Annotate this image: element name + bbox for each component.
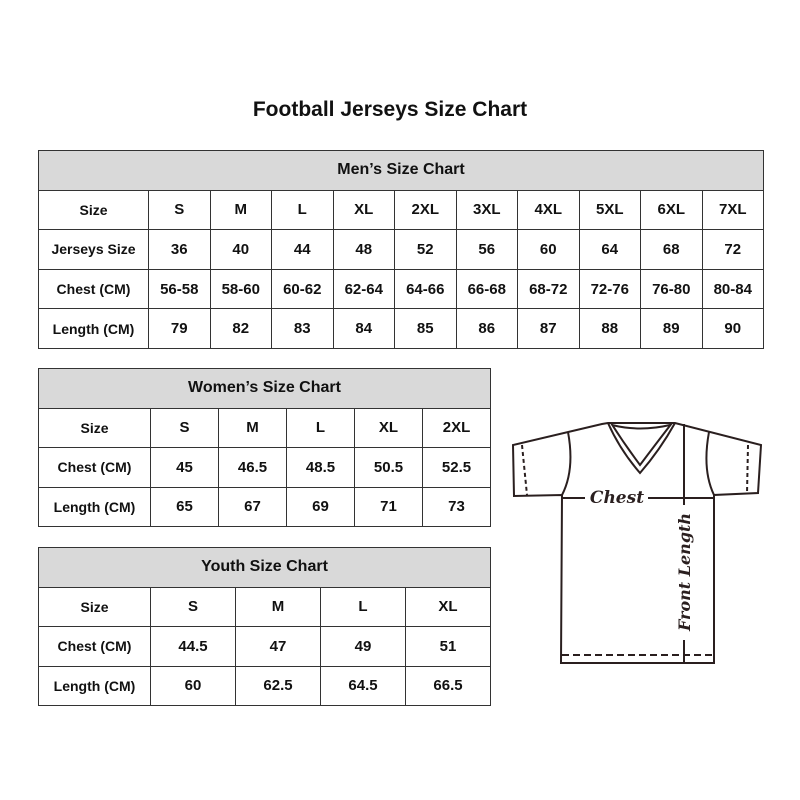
table-cell: 76-80: [640, 268, 703, 310]
table-cell: 65: [150, 486, 219, 527]
table-cell: 5XL: [578, 189, 641, 231]
youth-size-table: Youth Size Chart Size S M L XL Chest (CM) 44.5 4…: [38, 547, 491, 706]
table-cell: 2XL: [422, 407, 491, 448]
table-cell: XL: [332, 189, 395, 231]
page-title: Football Jerseys Size Chart: [252, 98, 528, 121]
table-cell: 66.5: [405, 665, 491, 706]
table-cell: 90: [701, 308, 764, 349]
table-cell: 40: [209, 229, 272, 270]
table-row: Length (CM) 79 82 83 84 85 86 87 88 89 90: [38, 308, 764, 349]
row-label: Chest (CM): [38, 447, 151, 488]
table-cell: 44: [271, 229, 334, 270]
chest-label: Chest: [590, 488, 644, 508]
table-cell: 36: [148, 229, 211, 270]
table-cell: 84: [332, 308, 395, 349]
table-cell: 88: [578, 308, 641, 349]
table-row: Size S M L XL 2XL 3XL 4XL 5XL 6XL 7XL: [38, 189, 764, 231]
row-label: Size: [38, 407, 151, 448]
table-cell: 56-58: [148, 268, 211, 310]
row-label: Size: [38, 189, 149, 231]
table-cell: 68-72: [517, 268, 580, 310]
table-cell: 50.5: [354, 447, 423, 488]
armholes: [561, 431, 715, 496]
table-cell: 67: [218, 486, 287, 527]
table-row: Length (CM) 60 62.5 64.5 66.5: [38, 665, 491, 706]
table-cell: 62.5: [235, 665, 321, 706]
table-cell: 80-84: [701, 268, 764, 310]
collar: [607, 422, 676, 475]
table-cell: 44.5: [150, 626, 236, 667]
women-size-table: Women’s Size Chart Size S M L XL 2XL Chest (CM)…: [38, 368, 491, 527]
table-cell: 87: [517, 308, 580, 349]
table-cell: 86: [455, 308, 518, 349]
table-cell: M: [218, 407, 287, 448]
table-row: Chest (CM) 45 46.5 48.5 50.5 52.5: [38, 447, 491, 488]
table-row: Length (CM) 65 67 69 71 73: [38, 486, 491, 527]
table-cell: 6XL: [640, 189, 703, 231]
table-cell: S: [150, 586, 236, 627]
table-cell: 62-64: [332, 268, 395, 310]
youth-table-title: Youth Size Chart: [38, 547, 491, 588]
table-cell: 68: [640, 229, 703, 270]
sleeve-hems: [521, 444, 749, 496]
table-cell: L: [320, 586, 406, 627]
table-cell: 45: [150, 447, 219, 488]
table-cell: 73: [422, 486, 491, 527]
table-cell: 66-68: [455, 268, 518, 310]
jersey-outline: [511, 422, 763, 664]
men-table-title: Men’s Size Chart: [38, 150, 764, 191]
table-cell: 85: [394, 308, 457, 349]
table-cell: 48: [332, 229, 395, 270]
table-cell: M: [235, 586, 321, 627]
row-label: Jerseys Size: [38, 229, 149, 270]
table-cell: 60-62: [271, 268, 334, 310]
row-label: Size: [38, 586, 151, 627]
table-cell: 52.5: [422, 447, 491, 488]
front-length-label: Front Length: [675, 513, 694, 632]
table-row: Size S M L XL 2XL: [38, 407, 491, 448]
table-row: Jerseys Size 36 40 44 48 52 56 60 64 68 72: [38, 229, 764, 270]
table-cell: L: [271, 189, 334, 231]
table-cell: 79: [148, 308, 211, 349]
table-cell: L: [286, 407, 355, 448]
row-label: Chest (CM): [38, 626, 151, 667]
men-size-table: Men’s Size Chart Size S M L XL 2XL 3XL 4XL 5XL 6XL…: [38, 150, 764, 349]
row-label: Length (CM): [38, 486, 151, 527]
row-label: Length (CM): [38, 308, 149, 349]
table-cell: 48.5: [286, 447, 355, 488]
table-cell: XL: [405, 586, 491, 627]
table-cell: 51: [405, 626, 491, 667]
table-cell: 72-76: [578, 268, 641, 310]
table-cell: 71: [354, 486, 423, 527]
table-cell: 82: [209, 308, 272, 349]
table-cell: 60: [150, 665, 236, 706]
table-cell: 47: [235, 626, 321, 667]
women-table-title: Women’s Size Chart: [38, 368, 491, 409]
table-cell: 7XL: [701, 189, 764, 231]
table-cell: 49: [320, 626, 406, 667]
table-cell: 64.5: [320, 665, 406, 706]
table-cell: 60: [517, 229, 580, 270]
table-row: Chest (CM) 44.5 47 49 51: [38, 626, 491, 667]
table-cell: 69: [286, 486, 355, 527]
table-cell: XL: [354, 407, 423, 448]
table-row: Size S M L XL: [38, 586, 491, 627]
